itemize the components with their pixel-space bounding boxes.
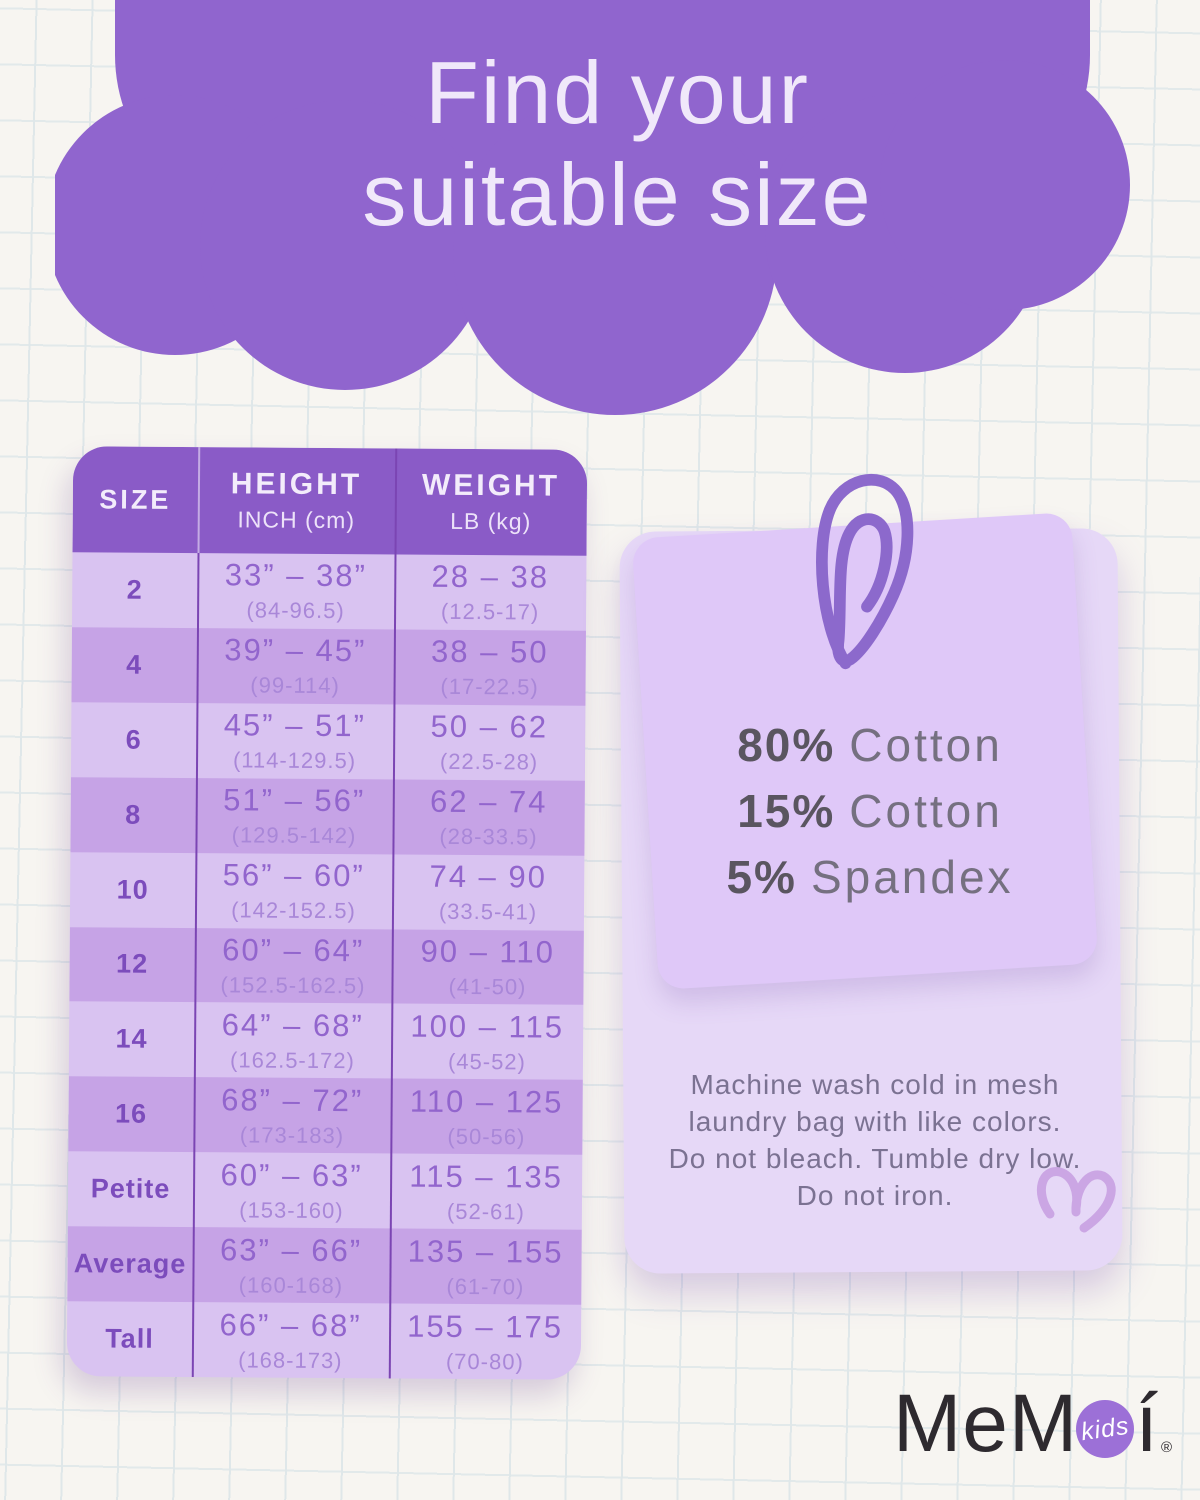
composition-line: 5% Spandex xyxy=(726,851,1014,903)
registered-trademark-symbol: ® xyxy=(1161,1439,1173,1456)
title-cloud-shape xyxy=(55,0,1130,415)
logo-text-right: í xyxy=(1135,1378,1160,1469)
kids-badge: kids xyxy=(1076,1400,1135,1458)
table-row: Average 63” – 66” (160-168) 135 – 155 (61-… xyxy=(67,1226,582,1305)
table-body: 2 33” – 38” (84-96.5) 28 – 38 (12.5-17) 4 … xyxy=(67,552,587,1380)
table-row: Petite 60” – 63” (153-160) 115 – 135 (52-6… xyxy=(90,1156,564,1225)
care-instructions: Machine wash cold in mesh laundry bag wi… xyxy=(668,1069,1082,1211)
page-title-line1: Find your xyxy=(425,43,810,142)
table-row: 6 45” – 51” (114-129.5) 50 – 62 (22.5-28) xyxy=(125,707,549,775)
logo-text-left: MeM xyxy=(893,1378,1079,1469)
column-header-height: HEIGHT INCH (cm) xyxy=(230,467,363,534)
table-row: 2 33” – 38” (84-96.5) 28 – 38 (12.5-17) xyxy=(126,557,550,625)
column-header-weight: WEIGHT LB (kg) xyxy=(421,468,561,535)
composition-line: 80% Cotton xyxy=(737,719,1003,771)
memoi-kids-logo: MeM kids í ® xyxy=(893,1378,1173,1469)
table-row: 10 56” – 60” (142-152.5) 74 – 90 (33.5-41) xyxy=(116,857,548,925)
heart-doodle-icon xyxy=(1036,1167,1116,1233)
table-row: 14 64” – 68” (162.5-172) 100 – 115 (45-52) xyxy=(115,1007,565,1075)
page-title: Find your suitable size xyxy=(95,42,1140,246)
table-row: 16 68” – 72” (173-183) 110 – 125 (50-56) xyxy=(68,1076,583,1156)
paperclip-icon xyxy=(816,473,914,670)
composition-line: 15% Cotton xyxy=(737,785,1003,837)
fabric-composition: 80% Cotton 15% Cotton 5% Spandex xyxy=(645,712,1095,910)
table-header-row: SIZE HEIGHT INCH (cm) WEIGHT LB (kg) xyxy=(72,446,588,556)
table-row: 12 60” – 64” (152.5-162.5) 90 – 110 (41-50… xyxy=(69,926,584,1006)
table-row: 8 51” – 56” (129.5-142) 62 – 74 (28-33.5) xyxy=(70,776,585,856)
size-chart-table: SIZE HEIGHT INCH (cm) WEIGHT LB (kg) 2 3… xyxy=(66,446,588,1380)
page-title-line2: suitable size xyxy=(362,145,873,244)
table-row: Tall 66” – 68” (168-173) 155 – 175 (70-80) xyxy=(105,1306,564,1374)
column-header-size: SIZE xyxy=(99,483,172,515)
table-row: 4 39” – 45” (99-114) 38 – 50 (17-22.5) xyxy=(71,627,586,706)
kids-badge-label: kids xyxy=(1079,1411,1132,1446)
